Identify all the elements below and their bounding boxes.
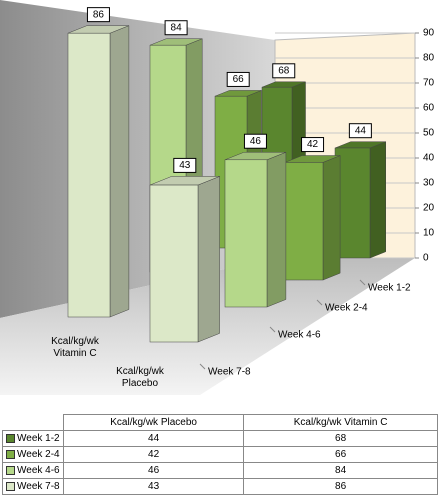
value-label: 43 — [179, 160, 191, 171]
table-header: Kcal/kg/wk Placebo Kcal/kg/wk Vitamin C — [2, 414, 438, 431]
y-tick-label: 10 — [423, 228, 435, 239]
depth-tick — [316, 299, 323, 306]
bar-side — [197, 176, 220, 343]
value-label-box — [301, 137, 325, 153]
legend-cell: Week 4-6 — [2, 462, 64, 479]
y-tick-label: 60 — [423, 103, 435, 114]
y-tick-label: 30 — [423, 178, 435, 189]
table-row: Week 2-4 42 66 — [2, 446, 438, 463]
value-label: 84 — [171, 22, 183, 33]
value-label-box — [272, 63, 296, 79]
value-label: 86 — [93, 9, 105, 20]
header-cell: Kcal/kg/wk Placebo — [62, 414, 245, 431]
depth-tick — [199, 363, 206, 370]
legend-label: Week 7-8 — [17, 481, 60, 492]
value-label-box — [86, 7, 110, 23]
legend-swatch — [6, 433, 15, 443]
legend-label: Week 4-6 — [17, 465, 60, 476]
y-tick-label: 50 — [423, 128, 435, 139]
corner-cell — [2, 414, 64, 431]
header-cell: Kcal/kg/wk Vitamin C — [243, 414, 438, 431]
depth-label: Week 2-4 — [325, 303, 368, 314]
legend-label: Week 2-4 — [17, 449, 60, 460]
bar-side — [322, 155, 341, 281]
depth-tick — [269, 326, 276, 333]
bar — [334, 147, 371, 259]
legend-cell: Week 1-2 — [2, 430, 64, 447]
value-cell: 42 — [62, 446, 245, 463]
depth-label: Week 4-6 — [278, 330, 321, 341]
value-label: 66 — [233, 74, 245, 85]
legend-cell: Week 2-4 — [2, 446, 64, 463]
bar — [149, 184, 199, 343]
legend-swatch — [6, 449, 15, 459]
value-label: 68 — [278, 65, 290, 76]
legend-swatch — [6, 465, 15, 475]
value-label: 44 — [355, 125, 367, 136]
value-cell: 68 — [243, 430, 438, 447]
category-label: Kcal/kg/wk Placebo — [116, 366, 164, 389]
y-tick-label: 40 — [423, 153, 435, 164]
value-cell: 86 — [243, 478, 438, 495]
depth-label: Week 1-2 — [368, 283, 411, 294]
y-tick-label: 90 — [423, 28, 435, 39]
bar-side — [109, 25, 130, 318]
depth-tick — [359, 279, 366, 286]
depth-label: Week 7-8 — [208, 367, 251, 378]
y-tick-label: 20 — [423, 203, 435, 214]
bar — [284, 162, 324, 281]
value-label-box — [226, 71, 250, 87]
plot: 0 10 20 30 40 50 60 70 80 90 68 66 84 86 44 42 46 43 Week … — [0, 0, 435, 395]
bar-side — [266, 151, 287, 308]
value-label: 42 — [307, 139, 319, 150]
value-label-box — [164, 20, 188, 36]
value-cell: 84 — [243, 462, 438, 479]
value-label-box — [243, 133, 267, 149]
value-cell: 66 — [243, 446, 438, 463]
legend-cell: Week 7-8 — [2, 478, 64, 495]
y-tick-label: 80 — [423, 53, 435, 64]
bar — [224, 159, 268, 308]
value-cell: 46 — [62, 462, 245, 479]
table-row: Week 4-6 46 84 — [2, 462, 438, 479]
bar-side — [369, 141, 386, 259]
data-table: Kcal/kg/wk Placebo Kcal/kg/wk Vitamin C We… — [2, 414, 438, 495]
table-row: Week 1-2 44 68 — [2, 430, 438, 447]
legend-label: Week 1-2 — [17, 433, 60, 444]
legend-swatch — [6, 481, 15, 491]
category-label: Kcal/kg/wk Vitamin C — [51, 336, 99, 359]
value-label-box — [348, 123, 372, 139]
value-label-box — [173, 157, 197, 173]
bar — [67, 32, 111, 318]
value-cell: 43 — [62, 478, 245, 495]
value-label: 46 — [250, 136, 262, 147]
table-row: Week 7-8 43 86 — [2, 478, 438, 495]
y-tick-label: 70 — [423, 78, 435, 89]
y-tick-label: 0 — [423, 253, 429, 264]
value-cell: 44 — [62, 430, 245, 447]
